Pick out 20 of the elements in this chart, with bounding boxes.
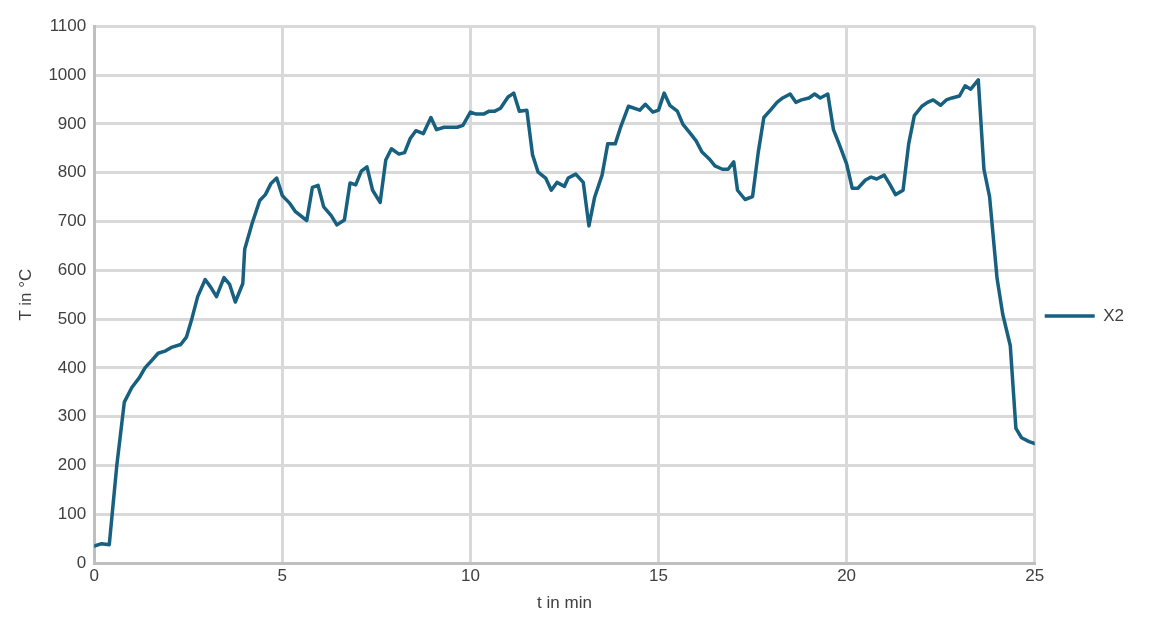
y-tick-label: 100	[57, 504, 87, 524]
y-tick-label: 1100	[49, 15, 87, 35]
y-tick-label: 400	[57, 357, 87, 377]
y-tick-label: 900	[57, 113, 87, 133]
x-tick-label: 10	[460, 566, 480, 586]
x-axis-title: t in min	[537, 593, 592, 613]
y-tick-label: 1000	[48, 64, 87, 84]
y-tick-label: 300	[57, 406, 87, 426]
y-tick-label: 200	[57, 455, 87, 475]
y-tick-label: 500	[57, 308, 87, 328]
x-tick-label: 5	[277, 566, 288, 586]
x-tick-label: 20	[837, 566, 857, 586]
y-tick-label: 800	[57, 162, 87, 182]
x-tick-label: 15	[649, 566, 668, 586]
y-tick-label: 0	[76, 552, 87, 572]
legend-label: X2	[1103, 305, 1124, 325]
y-axis-title: T in °C	[15, 268, 35, 321]
x-tick-label: 25	[1025, 566, 1045, 586]
y-tick-label: 700	[57, 211, 87, 231]
y-tick-label: 600	[57, 259, 87, 279]
